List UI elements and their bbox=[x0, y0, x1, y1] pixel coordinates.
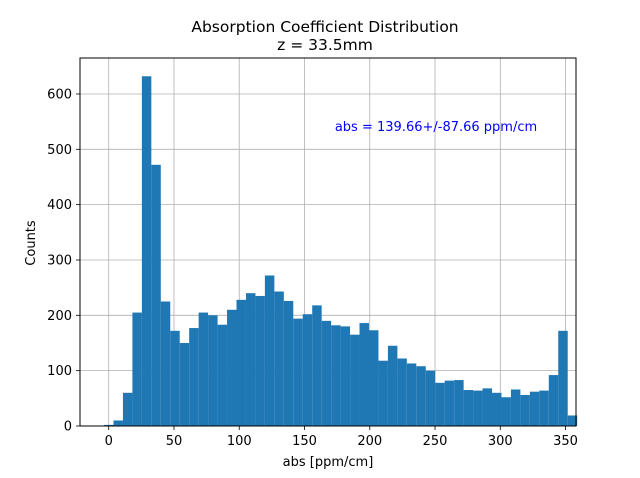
histogram-bar bbox=[359, 323, 369, 426]
y-tick-label: 200 bbox=[47, 309, 72, 324]
y-tick-label: 100 bbox=[47, 364, 72, 379]
histogram-bar bbox=[189, 328, 199, 426]
histogram-bar bbox=[198, 312, 209, 426]
y-tick-label: 300 bbox=[47, 253, 72, 268]
histogram-bar bbox=[151, 164, 161, 426]
y-tick-label: 400 bbox=[47, 198, 72, 213]
plot-area-frame bbox=[79, 57, 577, 427]
y-tick-label: 0 bbox=[64, 420, 72, 435]
y-tick-label: 600 bbox=[47, 87, 72, 102]
histogram-bar bbox=[520, 395, 530, 426]
histogram-bar bbox=[236, 299, 246, 426]
histogram-bar bbox=[444, 380, 455, 426]
histogram-bar bbox=[302, 314, 313, 426]
histogram-bar bbox=[387, 345, 398, 426]
x-tick-label: 150 bbox=[292, 434, 317, 449]
chart-title: Absorption Coefficient Distribution bbox=[191, 18, 458, 36]
x-tick-label: 50 bbox=[166, 434, 183, 449]
histogram-bar bbox=[293, 318, 303, 426]
histogram-bar bbox=[274, 291, 284, 426]
histogram-bar bbox=[227, 309, 237, 426]
histogram-bar bbox=[132, 312, 142, 426]
histogram-bar bbox=[463, 390, 474, 426]
x-tick-label: 300 bbox=[488, 434, 513, 449]
histogram-bar bbox=[529, 391, 540, 426]
histogram-bar bbox=[217, 324, 228, 426]
x-tick-label: 100 bbox=[227, 434, 252, 449]
histogram-bar bbox=[141, 76, 152, 426]
histogram-bar bbox=[454, 380, 464, 426]
histogram-bar bbox=[179, 342, 190, 426]
histogram-bar bbox=[548, 375, 559, 426]
histogram-bar bbox=[406, 363, 417, 426]
y-axis-label: Counts bbox=[24, 220, 39, 266]
histogram-bar bbox=[492, 392, 502, 426]
histogram-bar bbox=[160, 301, 171, 426]
histogram-bar bbox=[539, 390, 549, 426]
histogram-bar bbox=[397, 358, 407, 426]
histogram-bar bbox=[113, 420, 123, 426]
histogram-bar bbox=[416, 366, 426, 426]
histogram-bar bbox=[340, 326, 351, 426]
histogram-bar bbox=[264, 275, 275, 426]
y-tick-label: 500 bbox=[47, 143, 72, 158]
histogram-bar bbox=[321, 320, 332, 426]
histogram-bar bbox=[567, 415, 578, 426]
histogram-bar bbox=[368, 330, 379, 426]
x-tick-label: 250 bbox=[423, 434, 448, 449]
chart-subtitle: z = 33.5mm bbox=[277, 36, 373, 54]
histogram-bar bbox=[482, 388, 493, 426]
x-tick-label: 0 bbox=[105, 434, 113, 449]
histogram-bar bbox=[435, 382, 445, 426]
histogram-bar bbox=[350, 334, 360, 426]
histogram-bar bbox=[170, 330, 180, 426]
histogram-bar bbox=[510, 389, 521, 426]
histogram-bar bbox=[501, 397, 511, 426]
x-tick-label: 200 bbox=[357, 434, 382, 449]
histogram-bars bbox=[104, 76, 578, 426]
histogram-bar bbox=[208, 315, 218, 426]
histogram-bar bbox=[378, 360, 388, 426]
histogram-bar bbox=[331, 325, 341, 426]
histogram-bar bbox=[558, 330, 568, 426]
histogram-bar bbox=[245, 293, 256, 426]
histogram-bar bbox=[122, 392, 133, 426]
histogram-bar bbox=[283, 300, 294, 426]
x-tick-label: 350 bbox=[553, 434, 578, 449]
histogram-bar bbox=[473, 390, 483, 426]
histogram-bar bbox=[425, 370, 436, 426]
histogram-bar bbox=[104, 424, 114, 426]
x-axis-label: abs [ppm/cm] bbox=[283, 455, 374, 470]
histogram-bar bbox=[255, 295, 265, 426]
abs-stat-annotation: abs = 139.66+/-87.66 ppm/cm bbox=[335, 120, 537, 135]
histogram-bar bbox=[312, 305, 322, 426]
axis-ticks: 0 50 100 150 200 250 300 350 0 100 200 300 400 500 600 bbox=[47, 87, 578, 449]
